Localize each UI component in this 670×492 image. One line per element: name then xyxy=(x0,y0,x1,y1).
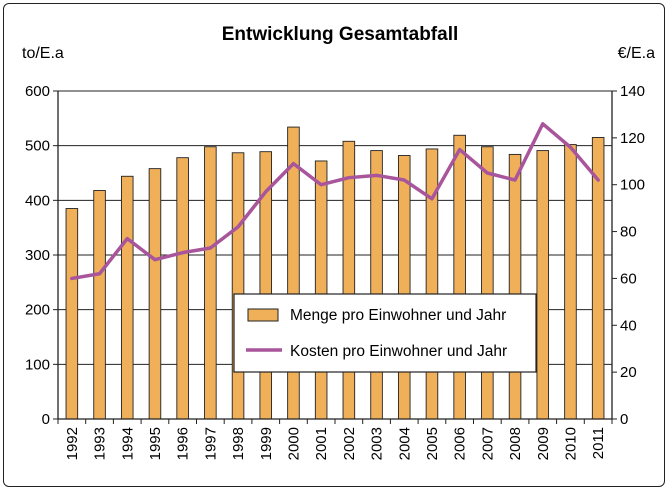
x-tick-label: 1997 xyxy=(202,427,219,460)
right-tick-label: 80 xyxy=(620,224,637,241)
right-axis-ticks: 0 20 40 60 80 100 120 140 xyxy=(612,83,645,428)
x-tick-label: 2007 xyxy=(479,427,496,460)
x-tick-label: 2010 xyxy=(562,427,579,460)
bar-2004 xyxy=(397,155,411,420)
bar-2010 xyxy=(564,144,577,420)
legend-label-kosten: Kosten pro Einwohner und Jahr xyxy=(290,343,507,360)
left-tick-label: 600 xyxy=(25,83,50,100)
bar-1996 xyxy=(176,157,189,420)
left-axis-unit: to/E.a xyxy=(22,45,64,62)
left-tick-label: 500 xyxy=(25,138,50,155)
x-tick-label: 2004 xyxy=(396,427,413,460)
legend-label-menge: Menge pro Einwohner und Jahr xyxy=(290,307,506,324)
bar-2009 xyxy=(536,150,550,420)
legend-box xyxy=(233,293,537,373)
right-tick-label: 40 xyxy=(620,317,637,334)
x-tick-label: 2011 xyxy=(590,427,607,459)
left-tick-label: 300 xyxy=(25,247,50,264)
right-tick-label: 140 xyxy=(620,83,645,100)
legend: Menge pro Einwohner und Jahr Kosten pro … xyxy=(233,293,537,373)
chart-title: Entwicklung Gesamtabfall xyxy=(222,24,459,45)
right-tick-label: 0 xyxy=(620,411,628,428)
x-tick-label: 1998 xyxy=(230,427,247,460)
legend-swatch-menge xyxy=(247,308,279,322)
x-tick-label: 2002 xyxy=(341,427,358,460)
x-tick-label: 1999 xyxy=(258,427,275,460)
x-tick-label: 1994 xyxy=(119,427,136,460)
left-tick-label: 200 xyxy=(25,302,50,319)
x-tick-label: 2005 xyxy=(424,427,441,460)
bar-1995 xyxy=(148,168,162,420)
bar-2000 xyxy=(287,126,300,420)
right-tick-label: 60 xyxy=(620,270,637,287)
bar-2007 xyxy=(481,146,494,420)
left-tick-label: 400 xyxy=(25,192,50,209)
bar-2006 xyxy=(453,134,466,420)
x-tick-label: 1996 xyxy=(175,427,192,460)
left-axis-ticks: 0 100 200 300 400 500 600 xyxy=(25,83,58,428)
x-tick-label: 2001 xyxy=(313,427,330,460)
left-tick-label: 0 xyxy=(42,411,50,428)
x-tick-label: 1992 xyxy=(64,427,81,460)
right-axis-unit: €/E.a xyxy=(618,45,655,62)
x-tick-label: 2008 xyxy=(507,427,524,460)
bar-series xyxy=(65,126,605,420)
bar-1994 xyxy=(120,175,134,420)
x-tick-label: 2009 xyxy=(535,427,552,460)
right-tick-label: 100 xyxy=(620,177,645,194)
right-tick-label: 20 xyxy=(620,364,637,381)
chart-frame xyxy=(3,3,665,487)
bar-2002 xyxy=(342,140,356,420)
x-tick-label: 1995 xyxy=(147,427,164,460)
x-tick-label: 1993 xyxy=(92,427,109,460)
x-tick-label: 2003 xyxy=(369,427,386,460)
bar-2008 xyxy=(508,153,522,420)
bar-1993 xyxy=(93,190,106,420)
x-tick-label: 2000 xyxy=(285,427,302,460)
kosten-line xyxy=(70,122,600,281)
left-tick-label: 100 xyxy=(25,356,50,373)
bar-1992 xyxy=(65,208,79,420)
right-tick-label: 120 xyxy=(620,130,645,147)
bar-2003 xyxy=(370,150,383,420)
x-tick-label: 2006 xyxy=(452,427,469,460)
bar-1998 xyxy=(231,152,245,420)
bar-1997 xyxy=(204,146,217,420)
bar-2001 xyxy=(314,160,328,420)
line-series xyxy=(70,122,600,281)
x-axis-ticks: 1992 1993 1994 1995 1996 1997 1998 1999 2000 2001… xyxy=(57,419,613,460)
